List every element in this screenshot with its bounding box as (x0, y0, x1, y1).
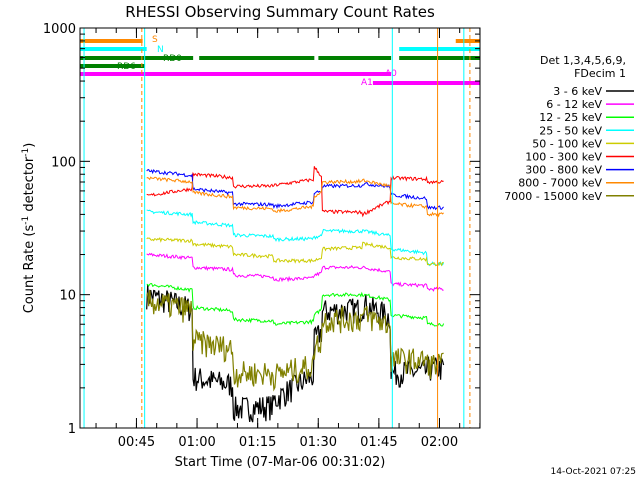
series-line-5 (146, 166, 444, 218)
flag-label-s: S (152, 35, 158, 45)
y-tick-label: 10 (59, 289, 76, 304)
flag-label-rd0: RD0 (163, 54, 182, 64)
series-line-0 (146, 284, 445, 423)
flag-label-rd6: RD6 (117, 62, 136, 72)
y-tick-label: 1000 (43, 22, 76, 37)
x-tick-label: 02:00 (421, 435, 458, 450)
y-axis: 1 10 100 1000 (43, 22, 480, 437)
x-tick-label: 01:15 (239, 435, 276, 450)
flag-label-a1: A1 (361, 78, 373, 88)
legend-label: 6 - 12 keV (546, 98, 602, 111)
y-tick-label: 100 (51, 155, 76, 170)
legend-header: Det 1,3,4,5,6,9, (540, 54, 626, 67)
legend-label: 300 - 800 keV (525, 164, 602, 177)
legend-label: 50 - 100 keV (532, 137, 602, 150)
series-line-6 (146, 169, 444, 211)
legend-label: 25 - 50 keV (539, 124, 602, 137)
attenuator-lines (83, 28, 471, 428)
y-tick-label: 1 (68, 422, 76, 437)
legend-label: 100 - 300 keV (525, 151, 602, 164)
x-tick-label: 01:30 (300, 435, 337, 450)
flag-label-n: N (157, 45, 164, 55)
legend-header: FDecim 1 (574, 67, 626, 80)
series-layer (146, 166, 445, 423)
timestamp: 14-Oct-2021 07:25 (551, 467, 636, 477)
series-line-7 (146, 176, 444, 218)
flag-label-a0: A0 (385, 69, 397, 79)
x-tick-label: 00:45 (118, 435, 155, 450)
legend-label: 7000 - 15000 keV (504, 190, 602, 203)
x-axis: 00:45 01:00 01:15 01:30 01:45 02:00 (95, 28, 481, 450)
series-line-1 (146, 252, 444, 292)
legend-label: 12 - 25 keV (539, 111, 602, 124)
x-tick-label: 01:45 (360, 435, 397, 450)
x-tick-label: 01:00 (178, 435, 215, 450)
series-line-3 (146, 209, 445, 267)
plot-frame (79, 27, 481, 429)
y-axis-label: Count Rate (s-1 detector-1) (21, 143, 37, 314)
legend-label: 3 - 6 keV (553, 85, 602, 98)
series-line-4 (146, 237, 444, 267)
legend-label: 800 - 7000 keV (518, 177, 602, 190)
x-axis-label: Start Time (07-Mar-06 00:31:02) (175, 455, 386, 470)
series-line-8 (146, 289, 444, 392)
series-line-2 (146, 283, 445, 327)
chart-title: RHESSI Observing Summary Count Rates (125, 3, 435, 21)
